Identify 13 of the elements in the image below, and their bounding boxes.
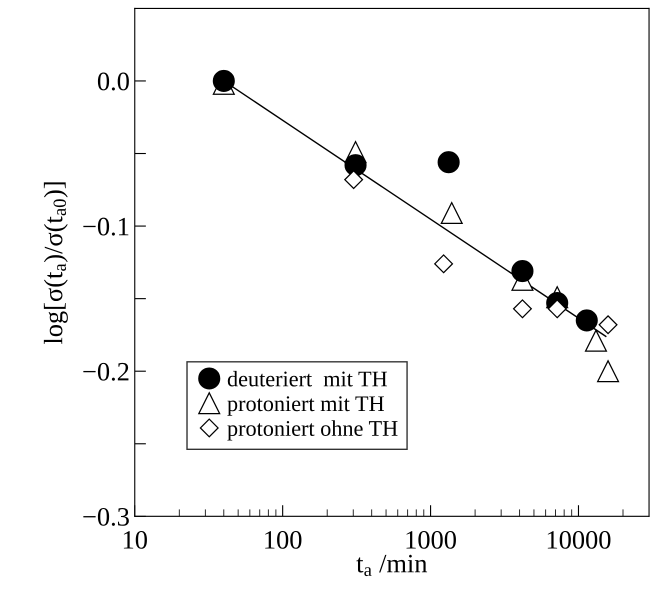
x-axis-title: t$_{a}$ /min <box>356 554 428 576</box>
y-axis-title: log[σ(t$_{a}$)/σ(t$_{a0}$)] <box>44 182 68 344</box>
x-tick-label: 100 <box>265 530 302 549</box>
y-tick-label: −0.3 <box>83 508 129 526</box>
x-tick-label: 10000 <box>548 530 610 549</box>
y-tick-label: −0.2 <box>83 362 128 381</box>
legend-label: protoniert ohne TH <box>227 420 398 440</box>
legend-label: protoniert mit TH <box>227 396 384 416</box>
x-tick-label: 10 <box>124 530 147 549</box>
legend-label: deuteriert mit TH <box>228 370 388 386</box>
y-tick-label: 0.0 <box>98 72 129 90</box>
x-tick-label: 1000 <box>406 530 456 549</box>
y-tick-label: −0.1 <box>83 218 128 236</box>
